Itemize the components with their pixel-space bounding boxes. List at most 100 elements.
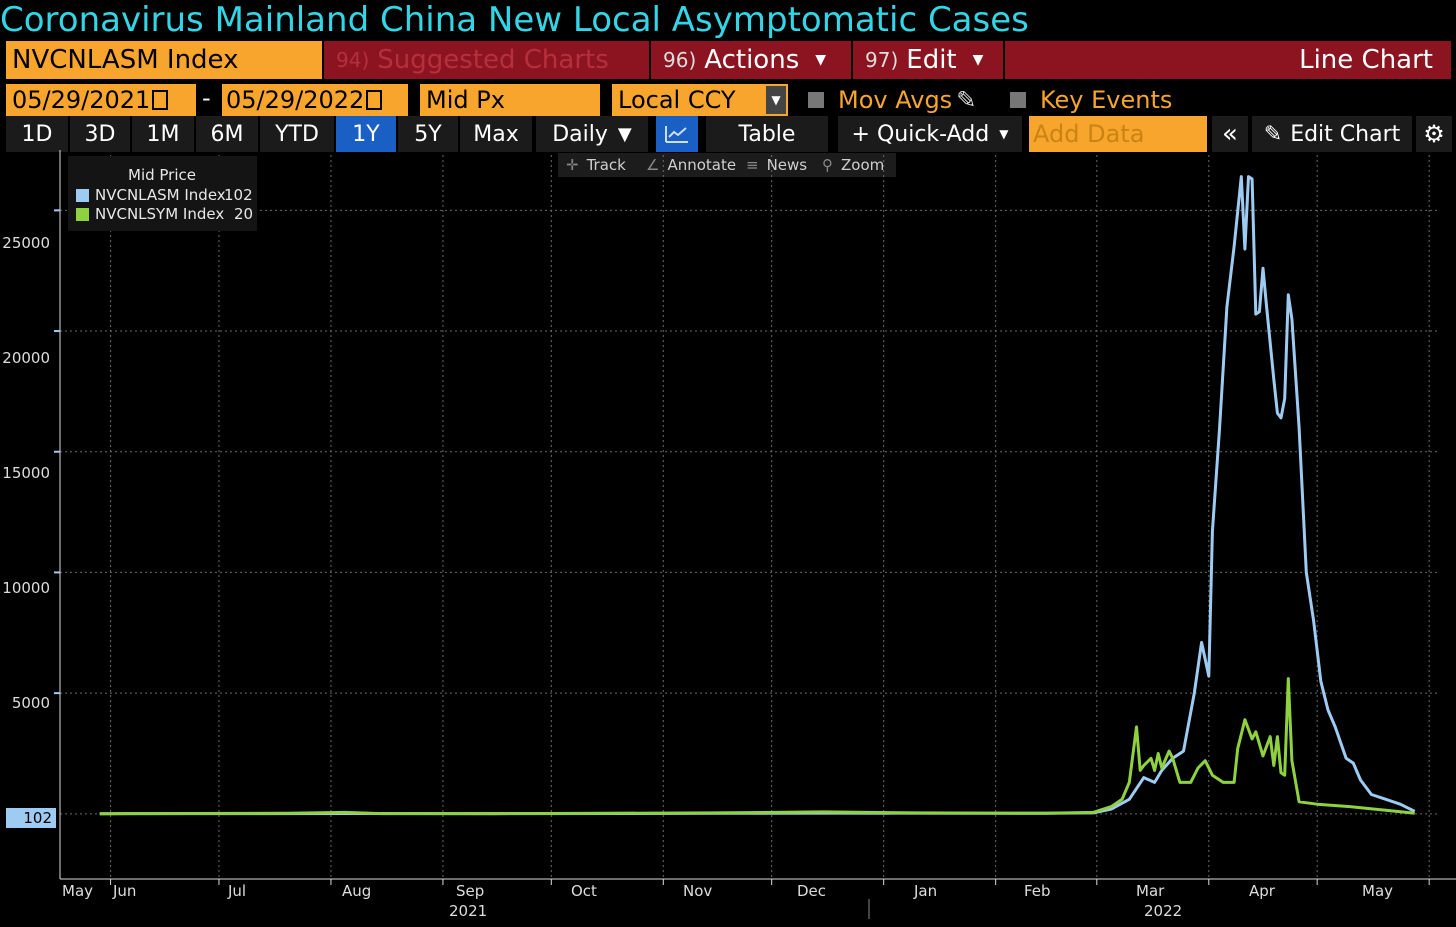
calendar-icon[interactable] xyxy=(152,90,169,110)
news-button[interactable]: ≡ News xyxy=(738,153,820,177)
key-events-toggle[interactable]: Key Events xyxy=(1010,84,1172,116)
suggested-charts-button[interactable]: 94) Suggested Charts xyxy=(324,41,649,79)
x-tick-label: Jan xyxy=(914,882,938,900)
zoom-label: Zoom xyxy=(841,156,885,174)
edit-chart-label: Edit Chart xyxy=(1290,121,1401,147)
actions-label: Actions xyxy=(704,45,800,75)
period-max[interactable]: Max xyxy=(460,116,532,152)
search-icon: ⚲ xyxy=(822,156,833,174)
chevron-down-icon: ▼ xyxy=(999,127,1009,141)
current-value-tag: 102 xyxy=(6,808,56,828)
period-6m[interactable]: 6M xyxy=(196,116,258,152)
period-ytd[interactable]: YTD xyxy=(260,116,334,152)
legend-value-2: 20 xyxy=(234,205,254,223)
legend-name-2: NVCNLSYM Index xyxy=(95,205,225,223)
legend-value-1: 102 xyxy=(224,186,253,204)
chart-type-text: Line Chart xyxy=(1299,45,1433,75)
y-tick-label: 10000 xyxy=(2,579,50,597)
axes xyxy=(54,150,1456,919)
currency-label: Local CCY xyxy=(618,86,736,114)
mov-avgs-label: Mov Avgs xyxy=(838,86,953,114)
period-3d[interactable]: 3D xyxy=(70,116,130,152)
x-tick-label: Jul xyxy=(228,882,247,900)
edit-button[interactable]: 97) Edit ▼ xyxy=(853,41,1003,79)
track-button[interactable]: ✛ Track xyxy=(558,153,646,177)
series-line-nvcnlsym xyxy=(99,677,1415,816)
edit-label: Edit xyxy=(906,45,957,75)
news-label: News xyxy=(766,156,808,174)
legend-entry-1: NVCNLASM Index 102 xyxy=(76,186,253,204)
period-5y[interactable]: 5Y xyxy=(398,116,458,152)
period-1y[interactable]: 1Y xyxy=(336,116,396,152)
gear-icon[interactable]: ⚙ xyxy=(1416,116,1452,152)
ticker-label: NVCNLASM Index xyxy=(12,45,239,75)
y-tick-label: 5000 xyxy=(11,694,50,712)
legend-swatch-2 xyxy=(76,207,89,221)
actions-num: 96) xyxy=(663,48,697,72)
y-tick-label: 20000 xyxy=(2,349,50,367)
add-data-input[interactable]: Add Data xyxy=(1029,116,1207,152)
x-tick-label: Apr xyxy=(1249,882,1275,900)
suggested-label: Suggested Charts xyxy=(377,45,609,75)
actions-button[interactable]: 96) Actions ▼ xyxy=(651,41,851,79)
annotate-button[interactable]: ∠ Annotate xyxy=(640,153,742,177)
series-lines xyxy=(99,175,1416,816)
period-1d[interactable]: 1D xyxy=(6,116,68,152)
field-label: Mid Px xyxy=(426,86,505,114)
end-date: 05/29/2022 xyxy=(226,86,365,114)
frequency-label: Daily xyxy=(552,121,608,147)
grid xyxy=(60,155,1440,879)
x-tick-label: Oct xyxy=(571,882,597,900)
series-line-nvcnlasm xyxy=(99,175,1416,816)
key-events-label: Key Events xyxy=(1040,86,1173,114)
pencil-icon[interactable]: ✎ xyxy=(956,86,977,114)
chevron-down-icon: ▼ xyxy=(617,123,632,145)
x-tick-label: Feb xyxy=(1024,882,1051,900)
date-separator: - xyxy=(202,84,211,112)
calendar-icon[interactable] xyxy=(366,90,383,110)
period-1m[interactable]: 1M xyxy=(132,116,194,152)
checkbox-icon[interactable] xyxy=(1010,92,1026,108)
edit-num: 97) xyxy=(865,48,899,72)
crosshair-icon: ✛ xyxy=(566,156,579,174)
legend: Mid Price NVCNLASM Index 102 NVCNLSYM In… xyxy=(68,156,257,231)
legend-title: Mid Price xyxy=(128,166,196,184)
checkbox-icon[interactable] xyxy=(808,92,824,108)
x-tick-label: Nov xyxy=(683,882,713,900)
edit-chart-button[interactable]: ✎ Edit Chart xyxy=(1252,116,1412,152)
chevron-down-icon[interactable]: ▼ xyxy=(766,86,786,114)
currency-select[interactable]: Local CCY ▼ xyxy=(612,84,788,116)
legend-name-1: NVCNLASM Index xyxy=(95,186,226,204)
chevron-down-icon: ▼ xyxy=(972,52,984,68)
news-icon: ≡ xyxy=(746,156,759,174)
start-date: 05/29/2021 xyxy=(12,86,151,114)
x-tick-label: Dec xyxy=(797,882,827,900)
quick-add-button[interactable]: + Quick-Add ▼ xyxy=(838,116,1022,152)
chevron-down-icon: ▼ xyxy=(815,52,827,68)
ticker-field[interactable]: NVCNLASM Index xyxy=(6,41,322,79)
collapse-icon[interactable]: « xyxy=(1212,116,1248,152)
line-chart-icon[interactable] xyxy=(656,116,698,152)
frequency-select[interactable]: Daily ▼ xyxy=(536,116,648,152)
x-year-label: 2021 xyxy=(449,902,488,920)
annotate-label: Annotate xyxy=(667,156,737,174)
field-select[interactable]: Mid Px xyxy=(420,84,600,116)
x-tick-label: May xyxy=(62,882,94,900)
x-tick-label: May xyxy=(1362,882,1394,900)
quick-add-label: + Quick-Add xyxy=(851,121,990,147)
start-date-field[interactable]: 05/29/2021 xyxy=(6,84,196,116)
pencil-icon: ✎ xyxy=(1263,121,1283,147)
legend-swatch-1 xyxy=(76,188,89,202)
chart-title: Coronavirus Mainland China New Local Asy… xyxy=(0,0,1029,40)
add-data-placeholder: Add Data xyxy=(1033,120,1145,148)
table-button[interactable]: Table xyxy=(706,116,828,152)
legend-entry-2: NVCNLSYM Index 20 xyxy=(76,205,253,223)
x-tick-label: Aug xyxy=(342,882,372,900)
x-tick-label: Sep xyxy=(456,882,485,900)
mov-avgs-toggle[interactable]: Mov Avgs ✎ xyxy=(808,84,976,116)
x-tick-label: Mar xyxy=(1136,882,1165,900)
suggested-num: 94) xyxy=(336,48,370,72)
zoom-button[interactable]: ⚲ Zoom xyxy=(814,153,896,177)
current-value-text: 102 xyxy=(23,809,52,827)
end-date-field[interactable]: 05/29/2022 xyxy=(222,84,408,116)
